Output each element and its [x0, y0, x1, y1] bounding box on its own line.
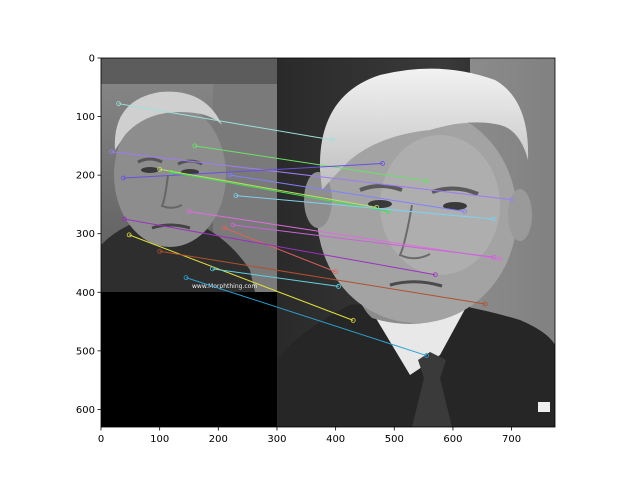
black-padding — [101, 292, 277, 427]
axes-frame — [100, 57, 556, 428]
match-line — [123, 162, 383, 179]
left-image: www.Morphthing.com — [101, 58, 277, 292]
y-tick-label: 400 — [76, 288, 95, 299]
x-tick-label: 100 — [150, 434, 169, 445]
keypoint-left — [192, 143, 198, 149]
keypoint-left — [157, 166, 163, 172]
keypoint-right — [462, 209, 468, 214]
keypoint-right — [333, 269, 339, 275]
x-axis: 0 100 200 300 400 500 600 700 — [98, 427, 521, 445]
x-tick-label: 500 — [385, 434, 404, 445]
match-line — [128, 234, 354, 321]
keypoint-right — [491, 254, 497, 260]
image-area: www.Morphthing.com — [101, 58, 555, 427]
watermark-text: www.Morphthing.com — [192, 283, 257, 290]
match-line — [223, 227, 336, 273]
keypoint-left — [126, 232, 132, 238]
x-tick-label: 200 — [209, 434, 228, 445]
keypoint-right — [424, 353, 429, 358]
match-line — [194, 145, 427, 182]
match-line — [212, 268, 339, 287]
match-line — [171, 171, 389, 212]
match-line — [235, 195, 495, 220]
keypoint-left — [120, 175, 126, 181]
keypoint-right — [350, 317, 356, 323]
x-tick-label: 300 — [267, 434, 286, 445]
keypoint-right — [491, 216, 497, 222]
keypoint-left — [157, 248, 163, 254]
keypoint-left — [168, 169, 174, 175]
keypoint-left — [109, 149, 114, 155]
keypoint-left — [210, 266, 215, 272]
x-tick-label: 400 — [326, 434, 345, 445]
match-line — [124, 218, 436, 276]
y-tick-label: 600 — [76, 405, 95, 416]
keypoint-right — [336, 284, 341, 289]
y-tick-label: 500 — [76, 346, 95, 357]
keypoint-left — [186, 209, 192, 214]
keypoint-right — [424, 178, 429, 184]
keypoint-left — [227, 172, 233, 178]
keypoint-right — [509, 197, 514, 203]
match-line — [185, 277, 427, 357]
y-tick-label: 300 — [76, 229, 95, 240]
match-line — [111, 151, 512, 201]
keypoint-right — [432, 272, 438, 278]
keypoint-right — [330, 137, 336, 143]
match-line — [118, 103, 333, 141]
keypoint-left — [221, 225, 227, 231]
x-tick-label: 700 — [502, 434, 521, 445]
keypoint-left — [230, 222, 236, 228]
y-axis: 0 100 200 300 400 500 600 — [76, 54, 101, 416]
right-image — [277, 58, 555, 427]
keypoint-right — [380, 161, 385, 166]
match-line — [159, 168, 377, 208]
keypoint-right — [482, 301, 488, 307]
keypoint-left — [122, 216, 127, 222]
x-tick-label: 0 — [98, 434, 104, 445]
keypoint-left — [183, 275, 189, 281]
y-tick-label: 200 — [76, 171, 95, 182]
y-tick-label: 0 — [89, 54, 95, 65]
keypoint-left — [233, 193, 239, 199]
y-tick-label: 100 — [76, 112, 95, 123]
match-lines — [109, 101, 514, 358]
keypoint-left — [116, 101, 121, 107]
match-line — [232, 224, 495, 258]
keypoint-right — [497, 256, 503, 262]
x-tick-label: 600 — [443, 434, 462, 445]
match-line — [159, 250, 486, 305]
match-line — [229, 174, 465, 212]
